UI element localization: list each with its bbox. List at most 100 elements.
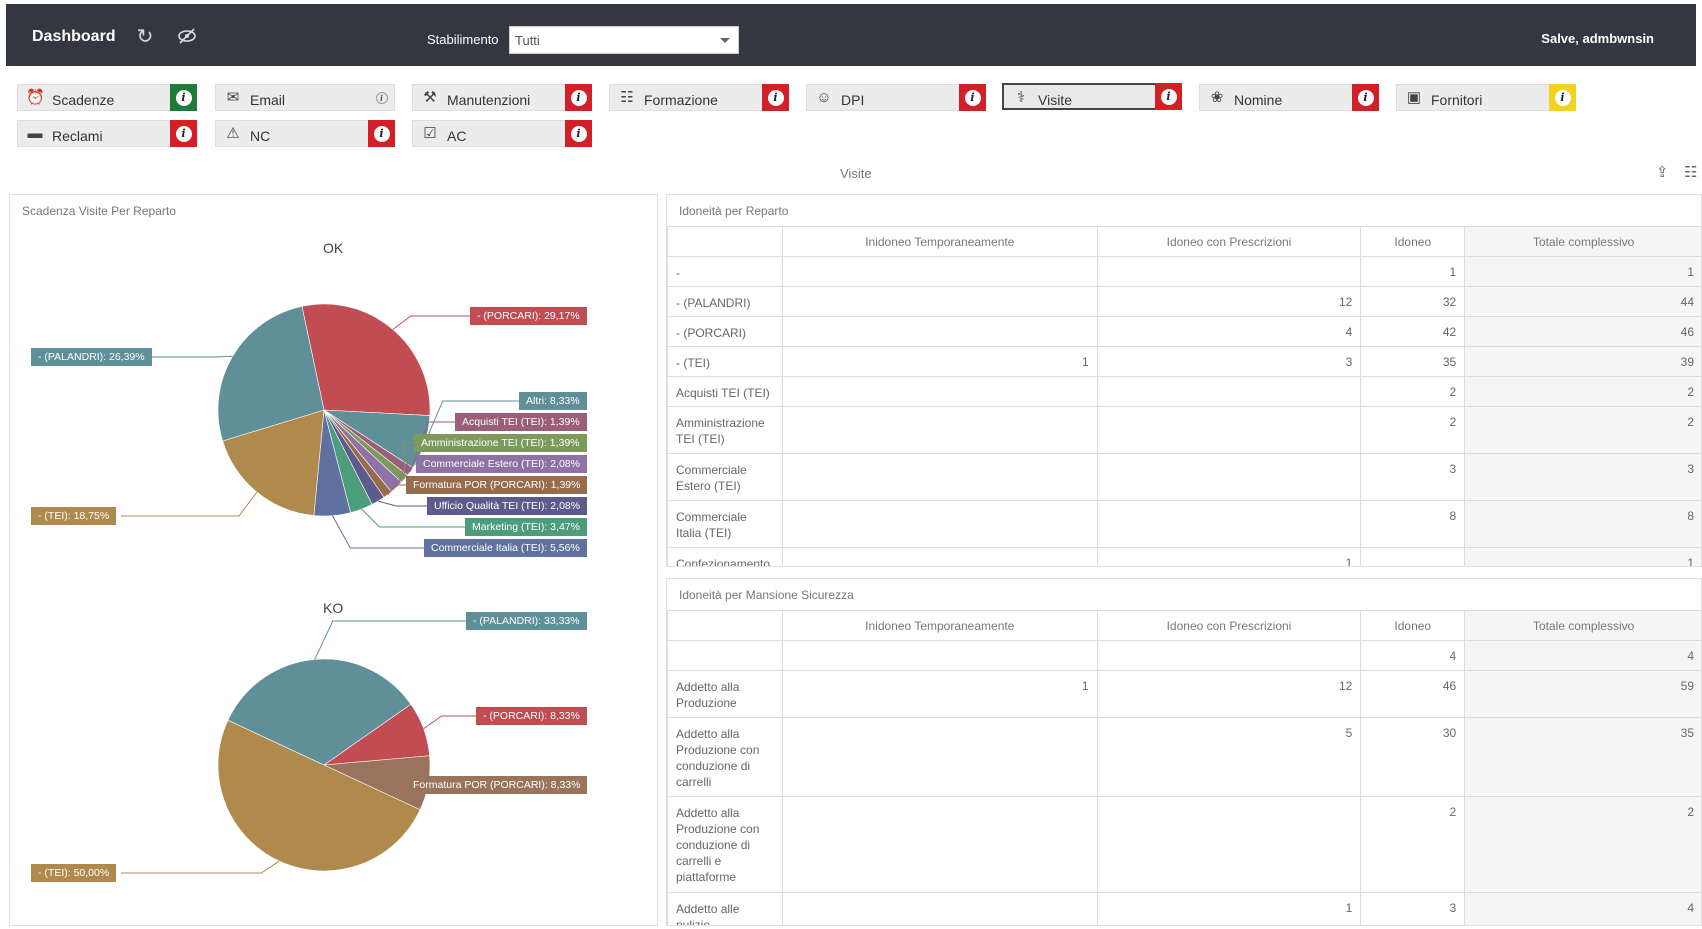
table-cell — [781, 316, 1098, 347]
table-row[interactable]: Amministrazione TEI (TEI) 2 2 — [667, 406, 1701, 454]
column-header[interactable]: Inidoneo Temporaneamente — [781, 610, 1098, 641]
pie-label-ok-4: Commerciale Estero (TEI): 2,08% — [416, 455, 587, 473]
pie-label-ko-2: - (TEI): 50,00% — [31, 864, 117, 882]
truck-icon: ▣ — [1406, 89, 1422, 106]
column-header[interactable]: Idoneo con Prescrizioni — [1096, 610, 1362, 641]
document-icon: ☷ — [620, 89, 634, 106]
table-row[interactable]: Commerciale Italia (TEI) 8 8 — [667, 500, 1701, 548]
module-dpi[interactable]: ☺ DPI i — [806, 84, 986, 111]
pie-label-ok-9: - (TEI): 18,75% — [31, 507, 117, 525]
table-cell — [781, 796, 1098, 893]
module-nc[interactable]: ⚠ NC i — [215, 120, 395, 147]
pie-label-ko-0: - (PORCARI): 8,33% — [476, 707, 587, 725]
table-row[interactable]: Confezionamento 1 1 — [667, 547, 1701, 566]
column-header[interactable]: Idoneo con Prescrizioni — [1096, 226, 1362, 257]
stabilimento-label: Stabilimento — [427, 32, 499, 47]
reparto-table: Inidoneo Temporaneamente Idoneo con Presc… — [667, 226, 1701, 566]
table-cell — [1096, 406, 1362, 454]
table-row[interactable]: - (TEI) 1 3 35 39 — [667, 346, 1701, 377]
status-badge[interactable]: i — [368, 84, 395, 111]
leader-line-ko-2 — [121, 860, 280, 874]
column-header[interactable] — [667, 610, 783, 641]
settings-sliders-icon[interactable]: ☷ — [1684, 164, 1698, 181]
column-header[interactable]: Idoneo — [1360, 610, 1466, 641]
column-header[interactable]: Idoneo — [1360, 226, 1466, 257]
module-email[interactable]: ✉ Email i — [215, 84, 395, 111]
leader-line-ko-3 — [314, 620, 466, 660]
leader-line-ok-7 — [361, 508, 465, 528]
column-header[interactable]: Inidoneo Temporaneamente — [781, 226, 1098, 257]
warning-icon: ⚠ — [226, 125, 240, 142]
table-cell: 4 — [1360, 640, 1466, 671]
table-cell — [1096, 796, 1362, 893]
table-row[interactable]: Addetto alla Produzione con conduzione d… — [667, 796, 1701, 893]
table-cell: 12 — [1096, 286, 1362, 317]
column-header[interactable]: Totale complessivo — [1464, 610, 1701, 641]
table-cell: 59 — [1464, 670, 1701, 718]
pie-label-ok-10: - (PALANDRI): 26,39% — [31, 348, 152, 366]
pie-slice-ko-2[interactable] — [217, 719, 421, 872]
table-cell: 1 — [1096, 547, 1362, 566]
table-cell — [1360, 547, 1466, 566]
module-manutenzioni[interactable]: ⚒ Manutenzioni i — [412, 84, 592, 111]
export-icon[interactable]: ⇪ — [1656, 164, 1669, 181]
status-badge[interactable]: i — [170, 120, 197, 147]
table-cell — [781, 892, 1098, 925]
pie-slice-ok-10[interactable] — [217, 305, 325, 442]
table-cell: 39 — [1464, 346, 1701, 377]
section-title: Visite — [840, 166, 872, 181]
module-label: DPI — [841, 92, 865, 108]
module-label: Scadenze — [52, 92, 115, 108]
status-badge[interactable]: i — [1549, 84, 1576, 111]
info-icon: i — [570, 125, 587, 142]
row-label: Addetto alla Produzione con conduzione d… — [667, 717, 783, 797]
module-reclami[interactable]: ▬ Reclami i — [17, 120, 197, 147]
pie-slice-ok-0[interactable] — [301, 303, 431, 416]
row-label: Amministrazione TEI (TEI) — [667, 406, 783, 454]
pie-charts-svg — [121, 303, 519, 874]
column-header[interactable]: Totale complessivo — [1464, 226, 1701, 257]
module-nomine[interactable]: ❀ Nomine i — [1199, 84, 1379, 111]
table-cell: 8 — [1464, 500, 1701, 548]
table-cell: 1 — [781, 670, 1098, 718]
user-greeting[interactable]: Salve, admbwnsin — [1541, 31, 1654, 46]
info-icon: i — [964, 89, 981, 106]
module-label: Formazione — [644, 92, 718, 108]
status-badge[interactable]: i — [565, 120, 592, 147]
table-cell: 3 — [1360, 453, 1466, 501]
table-row[interactable]: Addetto alla Produzione 1 12 46 59 — [667, 670, 1701, 718]
module-fornitori[interactable]: ▣ Fornitori i — [1396, 84, 1576, 111]
status-badge[interactable]: i — [762, 84, 789, 111]
table-cell: 1 — [1096, 892, 1362, 925]
module-scadenze[interactable]: ⏰ Scadenze i — [17, 84, 197, 111]
status-badge[interactable]: i — [1352, 84, 1379, 111]
status-badge[interactable]: i — [565, 84, 592, 111]
hide-icon[interactable] — [176, 26, 198, 48]
module-visite[interactable]: ⚕ Visite i — [1002, 83, 1182, 110]
table-row[interactable]: - (PALANDRI) 12 32 44 — [667, 286, 1701, 317]
leader-line-ko-0 — [423, 715, 476, 730]
table-row[interactable]: Acquisti TEI (TEI) 2 2 — [667, 376, 1701, 407]
table-row[interactable]: Commerciale Estero (TEI) 3 3 — [667, 453, 1701, 501]
status-badge[interactable]: i — [1155, 83, 1182, 110]
mansione-table-panel: Idoneità per Mansione Sicurezza Inidoneo… — [666, 578, 1702, 926]
status-badge[interactable]: i — [170, 84, 197, 111]
reparto-table-panel: Idoneità per Reparto Inidoneo Temporanea… — [666, 194, 1702, 567]
refresh-icon[interactable]: ↻ — [136, 26, 154, 48]
column-header[interactable] — [667, 226, 783, 257]
table-row[interactable]: - (PORCARI) 4 42 46 — [667, 316, 1701, 347]
table-row[interactable]: Addetto alla Produzione con conduzione d… — [667, 717, 1701, 797]
table-cell: 1 — [1464, 256, 1701, 287]
module-ac[interactable]: ☑ AC i — [412, 120, 592, 147]
module-formazione[interactable]: ☷ Formazione i — [609, 84, 789, 111]
page-title: Dashboard — [32, 28, 116, 45]
pie-slice-ok-9[interactable] — [222, 409, 325, 516]
pie-label-ok-6: Ufficio Qualità TEI (TEI): 2,08% — [427, 497, 588, 515]
stabilimento-select[interactable]: Tutti — [509, 26, 739, 54]
status-badge[interactable]: i — [368, 120, 395, 147]
pie-label-ko-1: Formatura POR (PORCARI): 8,33% — [406, 776, 588, 794]
status-badge[interactable]: i — [959, 84, 986, 111]
table-row[interactable]: Addetto alle pulizie 1 3 4 — [667, 892, 1701, 925]
